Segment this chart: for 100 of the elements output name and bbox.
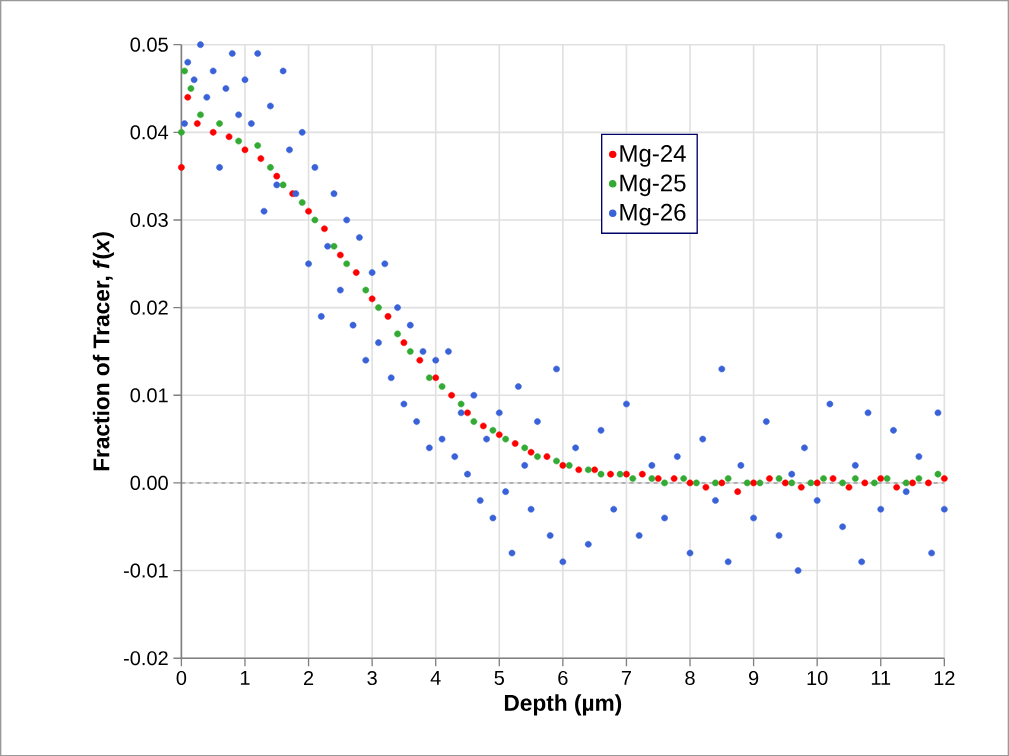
x-tick-label: 0 [176,670,187,685]
point [457,400,465,408]
point [225,133,233,140]
point [607,470,614,478]
point [368,295,376,303]
point [734,488,742,495]
point [839,479,846,487]
point [648,475,656,482]
point [257,155,265,162]
point [565,461,573,469]
point [680,475,687,482]
point [553,457,560,465]
point [575,466,583,473]
point [352,269,360,276]
point [311,216,319,224]
point [480,422,487,430]
point [712,479,719,487]
x-tick-label: 2 [303,670,314,685]
point [464,409,471,417]
legend-label: Mg-24 [620,144,686,167]
point [718,479,726,487]
x-tick-label: 1 [240,670,250,685]
point [178,128,185,136]
point [782,479,789,487]
point [209,128,217,136]
point [743,479,751,487]
legend-label: Mg-26 [620,203,686,226]
point [591,466,598,473]
point [193,120,201,127]
point [766,475,773,482]
point [670,475,678,482]
y-tick-label: -0.01 [123,563,168,578]
x-tick-label: 6 [558,670,568,685]
x-tick-label: 4 [430,670,441,685]
y-tick-label: 0.05 [130,37,168,52]
point [362,286,370,294]
point [775,475,783,482]
point [187,85,195,92]
point [521,444,529,452]
point [724,475,732,482]
point [788,479,796,487]
y-tick-label: -0.02 [123,651,168,666]
y-tick-label: 0.04 [130,125,169,140]
point [184,93,192,101]
point [279,181,287,189]
point [254,142,262,149]
point [330,242,338,250]
point [375,304,382,311]
point [273,172,281,180]
point [756,479,764,487]
point [432,374,440,381]
point [638,470,646,478]
point [940,475,948,482]
y-tick-label: 0.02 [130,300,168,315]
point [893,483,900,491]
point [559,461,567,469]
x-tick-label: 10 [807,670,828,685]
point [197,111,204,119]
point [337,251,344,259]
point [438,383,446,390]
point [693,479,700,487]
point [416,356,424,364]
point [394,330,401,338]
y-tick-label: 0.00 [130,475,168,490]
legend-label: Mg-25 [620,174,686,197]
point [305,207,312,215]
point [216,120,223,127]
point [820,475,827,482]
point [629,475,637,482]
x-tick-label: 5 [494,670,505,685]
point [597,470,605,478]
point [584,466,592,473]
y-axis-title: Fraction of Tracer, f(x) [92,232,114,471]
point [797,483,805,491]
point [877,475,885,482]
point [426,374,433,381]
point [178,163,185,171]
x-tick-label: 3 [367,670,377,685]
point [235,137,242,145]
point [616,470,624,478]
point [829,475,837,482]
x-tick-label: 12 [934,670,955,685]
point [181,67,188,75]
point [470,418,478,425]
point [406,347,414,355]
point [661,479,668,487]
point [807,479,815,487]
point [845,483,853,491]
point [750,479,757,487]
point [851,475,859,482]
y-tick-label: 0.03 [130,212,168,227]
x-tick-label: 7 [621,670,631,685]
point [495,431,503,438]
point [384,312,392,320]
point [511,440,519,447]
x-tick-label: 8 [685,670,695,685]
x-tick-label: 9 [748,670,759,685]
point [400,339,408,346]
point [448,391,455,399]
x-tick-label: 11 [871,670,891,685]
